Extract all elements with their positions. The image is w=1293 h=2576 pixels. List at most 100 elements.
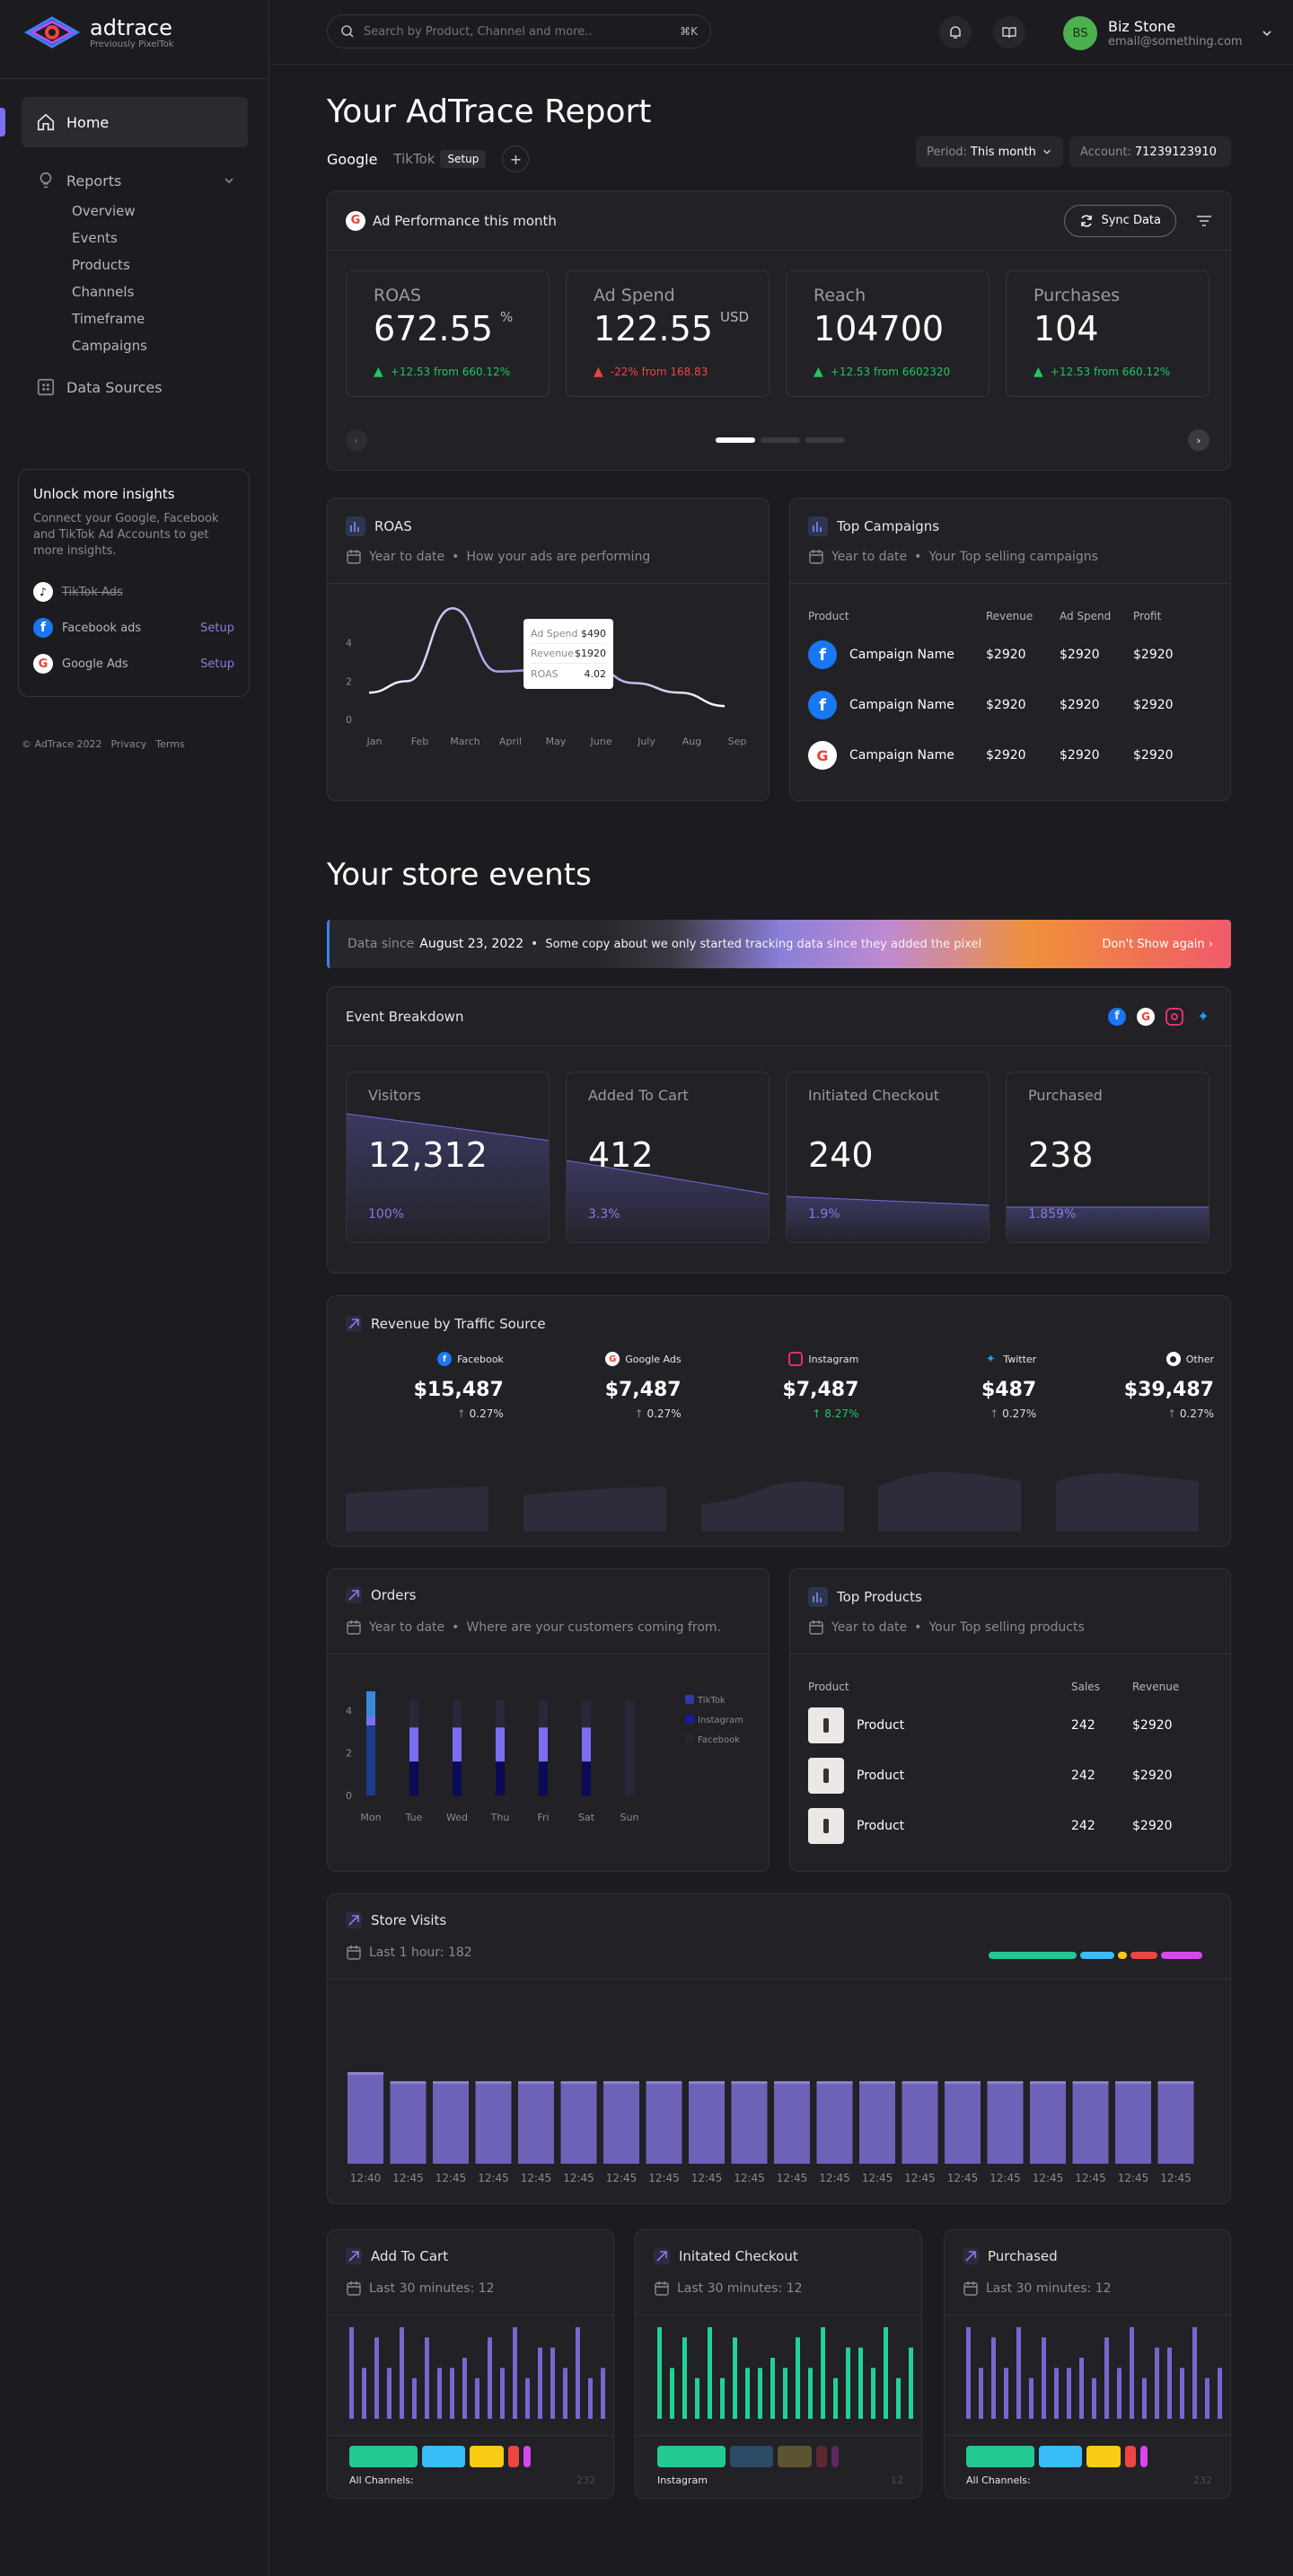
bar-segment[interactable] (453, 1727, 462, 1762)
mini-channel-bar (966, 2446, 1148, 2467)
carousel-dot[interactable] (716, 437, 755, 443)
nav-channels[interactable]: Channels (72, 284, 135, 300)
bar-segment[interactable] (366, 1725, 375, 1795)
roas-title: ROAS (374, 518, 412, 534)
dont-show-again-button[interactable]: Don't Show again › (1102, 937, 1213, 951)
visit-bar[interactable] (646, 2081, 682, 2164)
period-select[interactable]: Period: This month (916, 137, 1063, 167)
bar-segment[interactable] (366, 1691, 375, 1717)
instagram-icon[interactable] (1165, 1007, 1183, 1026)
carousel-dot[interactable] (761, 437, 800, 443)
nav-reports[interactable]: Reports (36, 167, 235, 194)
insight-tiktok[interactable]: ♪ TikTok Ads (33, 574, 234, 610)
table-row[interactable]: f Campaign Name $2920 $2920 $2920 (808, 630, 1214, 680)
mini-subtitle: Last 30 minutes: 12 (346, 2280, 495, 2297)
privacy-link[interactable]: Privacy (110, 738, 147, 750)
facebook-icon[interactable]: f (1108, 1007, 1126, 1026)
table-row[interactable]: Product 242 $2920 (808, 1700, 1214, 1751)
mini-bar (871, 2368, 875, 2419)
filter-icon[interactable] (1196, 215, 1212, 227)
sync-data-button[interactable]: Sync Data (1064, 204, 1176, 237)
bar-segment[interactable] (539, 1727, 548, 1762)
mini-bar (808, 2368, 813, 2419)
nav-timeframe[interactable]: Timeframe (72, 311, 145, 327)
visit-bar[interactable] (731, 2081, 768, 2164)
visit-bar[interactable] (987, 2081, 1024, 2164)
google-setup-link[interactable]: Setup (200, 657, 234, 671)
brand-logo[interactable]: adtrace Previously PixelTok (23, 14, 174, 50)
user-menu[interactable]: BS Biz Stone email@something.com (1063, 16, 1273, 50)
product-thumbnail (808, 1808, 844, 1844)
bar-segment[interactable] (409, 1727, 418, 1762)
visit-bar[interactable] (518, 2081, 554, 2164)
carousel-prev-button[interactable]: ‹ (346, 429, 367, 451)
visit-bar[interactable] (1072, 2081, 1109, 2164)
visit-bar[interactable] (1030, 2081, 1066, 2164)
visit-bar[interactable] (1157, 2081, 1194, 2164)
carousel-next-button[interactable]: › (1188, 429, 1209, 451)
nav-events[interactable]: Events (72, 230, 118, 246)
x-tick-label: Jan (366, 736, 383, 747)
notifications-button[interactable] (939, 16, 972, 49)
x-tick-label: Tue (405, 1812, 423, 1823)
visit-bar[interactable] (433, 2081, 469, 2164)
visit-bar-cap (987, 2081, 1024, 2085)
bar-segment[interactable] (496, 1761, 505, 1795)
mini-title: Add To Cart (371, 2248, 449, 2264)
visit-bar[interactable] (603, 2081, 639, 2164)
visit-bar[interactable] (390, 2081, 427, 2164)
add-tab-button[interactable]: + (502, 146, 530, 172)
tab-google[interactable]: Google (327, 150, 378, 168)
nav-products[interactable]: Products (72, 257, 130, 273)
visit-bar[interactable] (859, 2081, 895, 2164)
table-row[interactable]: f Campaign Name $2920 $2920 $2920 (808, 680, 1214, 730)
traffic-google-ads[interactable]: G Google Ads $7,487 ↑ 0.27% (523, 1352, 682, 1531)
visit-bar[interactable] (560, 2081, 597, 2164)
visit-bar[interactable] (689, 2081, 725, 2164)
bar-segment[interactable] (539, 1761, 548, 1795)
google-icon[interactable]: G (1137, 1007, 1155, 1026)
carousel-dot[interactable] (805, 437, 845, 443)
traffic-twitter[interactable]: ✦ Twitter $487 ↑ 0.27% (878, 1352, 1036, 1531)
traffic-other[interactable]: Other $39,487 ↑ 0.27% (1056, 1352, 1214, 1531)
bar-segment[interactable] (582, 1761, 591, 1795)
bar-segment[interactable] (453, 1761, 462, 1795)
nav-overview[interactable]: Overview (72, 203, 136, 219)
visit-bar[interactable] (945, 2081, 981, 2164)
circle-icon (1165, 1352, 1181, 1366)
segment (816, 2446, 827, 2467)
visit-bar[interactable] (902, 2081, 938, 2164)
table-row[interactable]: Product 242 $2920 (808, 1751, 1214, 1801)
visit-bar-cap (1072, 2081, 1109, 2085)
visit-bar[interactable] (1115, 2081, 1151, 2164)
visit-bar[interactable] (816, 2081, 853, 2164)
traffic-facebook[interactable]: f Facebook $15,487 ↑ 0.27% (346, 1352, 504, 1531)
docs-button[interactable] (993, 16, 1025, 49)
bar-segment[interactable] (496, 1727, 505, 1762)
terms-link[interactable]: Terms (155, 738, 185, 750)
visit-bar[interactable] (774, 2081, 810, 2164)
table-row[interactable]: G Campaign Name $2920 $2920 $2920 (808, 730, 1214, 781)
event-purchased: Purchased 238 1.859% (1006, 1072, 1209, 1243)
table-row[interactable]: Product 242 $2920 (808, 1801, 1214, 1851)
visit-bar[interactable] (475, 2081, 512, 2164)
nav-home[interactable]: Home (22, 97, 248, 147)
sync-data-label: Sync Data (1101, 214, 1161, 227)
bar-segment[interactable] (409, 1761, 418, 1795)
traffic-instagram[interactable]: Instagram $7,487 ↑ 8.27% (700, 1352, 858, 1531)
period-label: Period: (927, 145, 967, 159)
nav-data-sources[interactable]: Data Sources (36, 377, 163, 397)
mini-bar (846, 2347, 850, 2419)
account-select[interactable]: Account: 71239123910 (1069, 137, 1231, 167)
facebook-setup-link[interactable]: Setup (200, 621, 234, 635)
tab-tiktok[interactable]: TikTok Setup (393, 150, 487, 168)
x-tick-label: 12:40 (350, 2172, 382, 2184)
search-input[interactable] (364, 24, 672, 39)
divider (328, 583, 769, 584)
bar-segment[interactable] (582, 1727, 591, 1762)
nav-campaigns[interactable]: Campaigns (72, 338, 148, 354)
visit-bar[interactable] (347, 2072, 383, 2164)
twitter-icon[interactable]: ✦ (1197, 1008, 1209, 1025)
store-events-title: Your store events (327, 857, 592, 893)
search-bar[interactable]: ⌘K (327, 14, 711, 49)
